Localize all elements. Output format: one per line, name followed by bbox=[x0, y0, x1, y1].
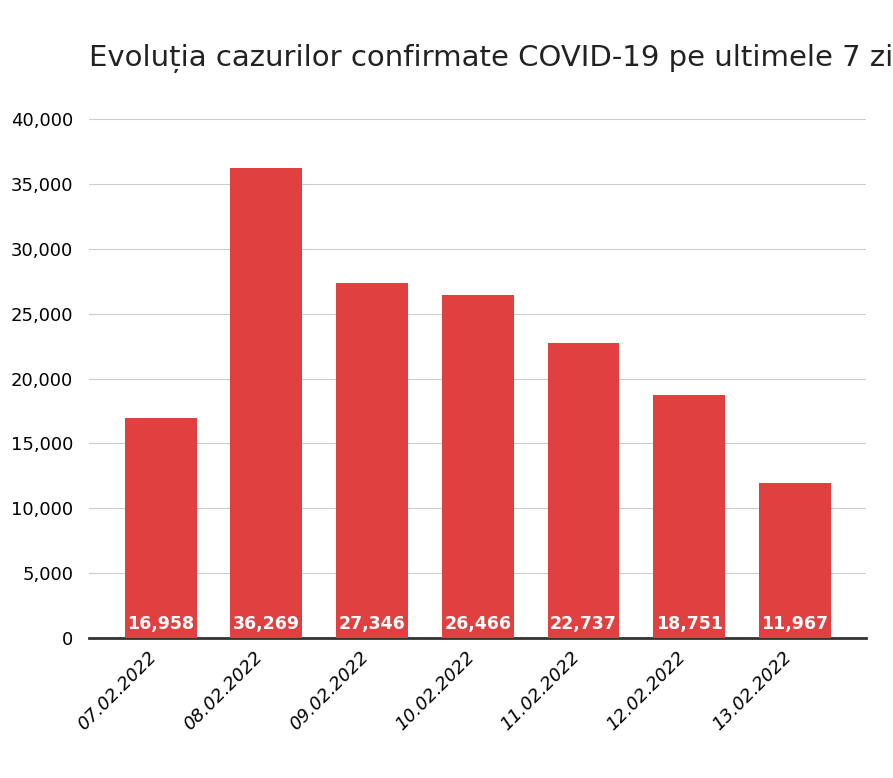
Bar bbox=[654, 394, 725, 638]
Bar bbox=[759, 483, 830, 638]
Text: 36,269: 36,269 bbox=[233, 615, 300, 633]
Text: 18,751: 18,751 bbox=[655, 615, 722, 633]
Bar bbox=[547, 343, 620, 638]
Text: 16,958: 16,958 bbox=[127, 615, 194, 633]
Text: 22,737: 22,737 bbox=[550, 615, 617, 633]
Text: 11,967: 11,967 bbox=[762, 615, 829, 633]
Text: 27,346: 27,346 bbox=[338, 615, 405, 633]
Bar bbox=[125, 418, 196, 638]
Bar bbox=[442, 295, 513, 638]
Text: 26,466: 26,466 bbox=[444, 615, 512, 633]
Text: Evoluția cazurilor confirmate COVID-19 pe ultimele 7 zile: Evoluția cazurilor confirmate COVID-19 p… bbox=[89, 44, 893, 72]
Bar bbox=[230, 168, 302, 638]
Bar bbox=[336, 283, 408, 638]
